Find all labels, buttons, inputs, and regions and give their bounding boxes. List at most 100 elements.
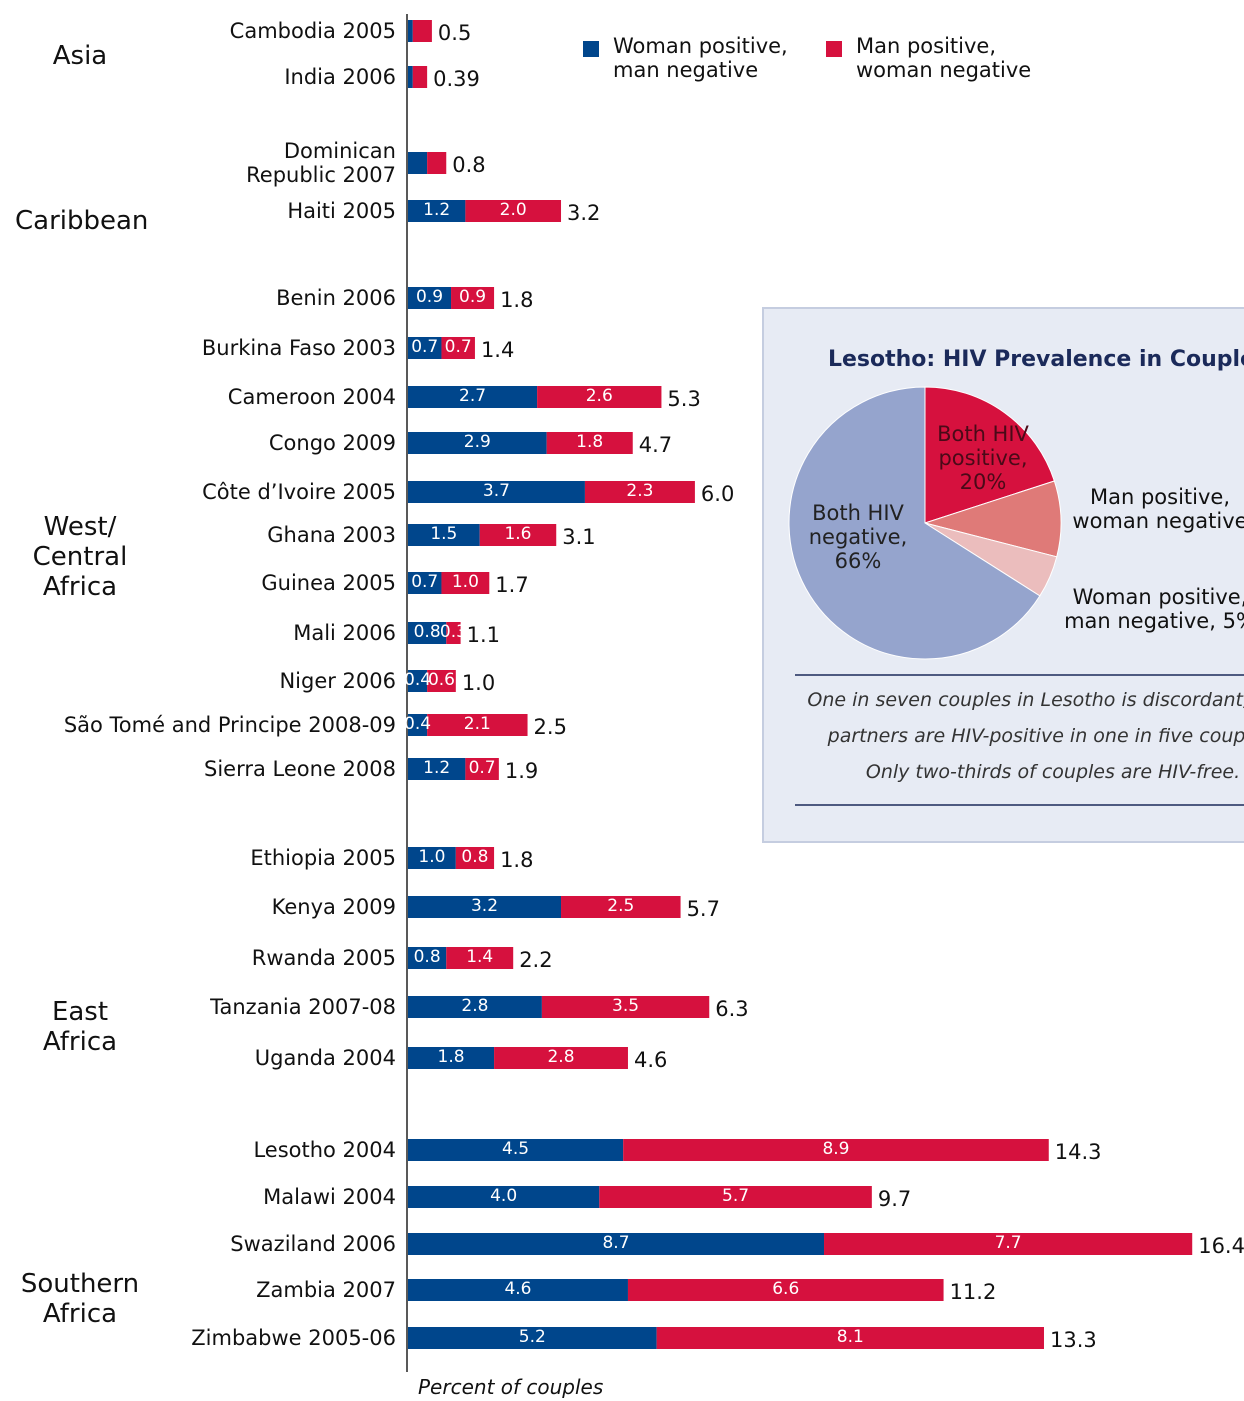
category-label: Uganda 2004 [254, 1045, 396, 1070]
x-axis-label: Percent of couples [418, 1375, 604, 1399]
bar-segment [408, 947, 447, 969]
total-label: 14.3 [1054, 1139, 1102, 1164]
bar-segment [408, 152, 428, 174]
bar-segment [408, 481, 585, 503]
pie-value-label: 5% [1222, 609, 1244, 633]
pie-value-label: 20% [959, 470, 1007, 495]
pie-label: Both HIV positive, 20% [928, 422, 1038, 494]
bar-segment [408, 66, 413, 88]
bar-segment [627, 1279, 944, 1301]
total-label: 4.6 [633, 1047, 668, 1072]
category-label: Dominican Republic 2007 [246, 138, 396, 187]
segment-label: 2.5 [607, 896, 635, 917]
category-label: India 2006 [284, 64, 396, 89]
segment-label: 1.8 [437, 1047, 465, 1068]
category-label: Kenya 2009 [271, 894, 396, 919]
segment-label: 0.7 [468, 758, 496, 779]
total-label: 13.3 [1049, 1327, 1097, 1352]
category-label: Ghana 2003 [267, 522, 396, 547]
segment-label: 3.2 [470, 896, 499, 917]
total-label: 1.1 [466, 622, 500, 647]
legend-swatch [583, 41, 599, 57]
category-label: Rwanda 2005 [251, 945, 396, 970]
category-label: São Tomé and Principe 2008-09 [63, 712, 396, 737]
segment-label: 0.4 [404, 714, 432, 735]
pie-value-label: 66% [834, 549, 882, 574]
category-label: Niger 2006 [279, 668, 396, 693]
bar-segment [408, 432, 547, 454]
segment-label: 2.8 [547, 1047, 575, 1068]
segment-label: 0.6 [427, 670, 455, 691]
bar-segment [408, 20, 413, 42]
group-label: Southern Africa [20, 1269, 140, 1329]
bar-segment [408, 1279, 628, 1301]
group-label: East Africa [42, 997, 118, 1057]
total-label: 0.5 [437, 20, 472, 45]
bar-segment [408, 287, 452, 309]
bar-segment [479, 524, 557, 546]
total-label: 16.4 [1198, 1233, 1244, 1258]
segment-label: 1.0 [451, 572, 479, 593]
bar-segment [408, 1186, 600, 1208]
total-label: 2.2 [519, 947, 553, 972]
pie-label-text: Both HIV negative, [808, 500, 908, 549]
bar-segment [599, 1186, 872, 1208]
legend-label: Man positive, woman negative [856, 34, 1032, 83]
segment-label: 2.1 [463, 714, 491, 735]
bar-segment [408, 758, 466, 780]
category-label: Sierra Leone 2008 [204, 756, 396, 781]
category-label: Cameroon 2004 [227, 384, 396, 409]
bar-segment [408, 337, 442, 359]
total-label: 5.3 [667, 386, 701, 411]
bar-segment [408, 1233, 825, 1255]
total-label: 2.5 [533, 714, 567, 739]
segment-label: 1.4 [466, 947, 494, 968]
bar-segment [408, 200, 466, 222]
total-label: 1.4 [480, 337, 515, 362]
segment-label: 4.5 [502, 1139, 530, 1160]
pie-title: Lesotho: HIV Prevalence in Couples [827, 347, 1244, 372]
pie-label-text: Woman positive, man negative, [1064, 584, 1244, 633]
legend-swatch [826, 41, 842, 57]
segment-label: 1.8 [576, 432, 604, 453]
category-label: Malawi 2004 [263, 1184, 396, 1209]
total-label: 1.8 [500, 287, 534, 312]
segment-label: 2.6 [585, 386, 613, 407]
segment-label: 1.6 [504, 524, 532, 545]
bar-segment [537, 386, 662, 408]
bar-segment [408, 896, 562, 918]
category-label: Ethiopia 2005 [250, 845, 396, 870]
segment-label: 1.2 [423, 200, 451, 221]
bar-segment [451, 287, 495, 309]
category-label: Zambia 2007 [256, 1277, 396, 1302]
total-label: 1.0 [461, 670, 496, 695]
bar-segment [408, 1047, 495, 1069]
group-label: Caribbean [15, 206, 149, 237]
segment-label: 8.7 [602, 1233, 630, 1254]
bar-segment [441, 572, 490, 594]
bar-segment [412, 66, 428, 88]
segment-label: 0.8 [413, 622, 441, 643]
pie-label: Both HIV negative, 66% [798, 501, 918, 573]
total-label: 0.39 [433, 66, 480, 91]
bar-segment [408, 996, 542, 1018]
category-label: Mali 2006 [293, 620, 396, 645]
bar-segment [446, 622, 461, 644]
category-label: Guinea 2005 [261, 570, 396, 595]
bar-segment [408, 847, 456, 869]
segment-label: 2.8 [461, 996, 489, 1017]
segment-label: 0.7 [444, 337, 472, 358]
bar-segment [561, 896, 681, 918]
segment-label: 0.7 [411, 337, 439, 358]
total-label: 4.7 [638, 432, 673, 457]
segment-label: 1.5 [430, 524, 458, 545]
bar-segment [408, 572, 442, 594]
segment-label: 3.7 [482, 481, 510, 502]
total-label: 6.0 [700, 481, 735, 506]
total-label: 3.2 [567, 200, 601, 225]
category-label: Lesotho 2004 [253, 1137, 396, 1162]
bar-segment [427, 152, 447, 174]
bar-segment [541, 996, 710, 1018]
segment-label: 7.7 [994, 1233, 1022, 1254]
total-label: 6.3 [715, 996, 749, 1021]
